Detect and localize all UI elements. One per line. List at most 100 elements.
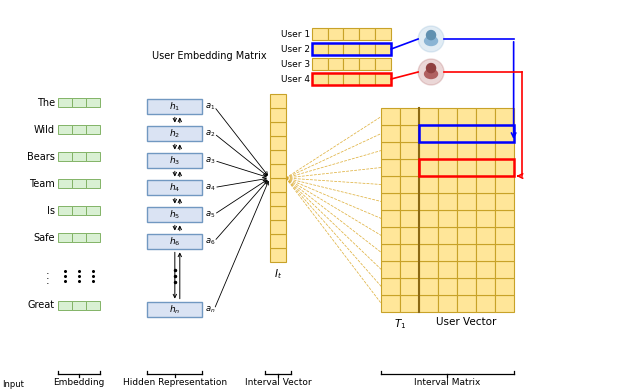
Bar (312, 73, 391, 85)
Bar (270, 164, 286, 178)
Bar (147, 99, 202, 114)
Bar (476, 125, 495, 142)
Bar (419, 295, 438, 312)
Bar (58, 233, 72, 242)
Bar (457, 295, 476, 312)
Bar (58, 301, 72, 310)
Bar (400, 176, 419, 193)
Text: $h_{4}$: $h_{4}$ (169, 181, 180, 194)
Bar (476, 176, 495, 193)
Bar (457, 142, 476, 159)
Bar (457, 159, 476, 176)
Bar (400, 244, 419, 261)
Bar (72, 233, 86, 242)
Bar (495, 210, 514, 227)
Bar (86, 179, 100, 188)
Bar (476, 244, 495, 261)
Bar (375, 73, 391, 85)
Bar (419, 159, 514, 176)
Bar (72, 152, 86, 161)
Bar (328, 58, 344, 70)
Bar (381, 227, 400, 244)
Text: $h_{6}$: $h_{6}$ (169, 235, 180, 248)
Bar (86, 98, 100, 107)
Bar (457, 210, 476, 227)
Bar (438, 278, 457, 295)
Bar (360, 73, 375, 85)
Bar (457, 108, 476, 125)
Bar (419, 210, 438, 227)
Bar (400, 261, 419, 278)
Bar (400, 295, 419, 312)
Bar (400, 159, 419, 176)
Bar (495, 125, 514, 142)
Bar (270, 136, 286, 150)
Bar (270, 234, 286, 248)
Bar (147, 302, 202, 317)
Text: .: . (46, 266, 50, 276)
Bar (344, 43, 360, 55)
Bar (86, 233, 100, 242)
Bar (381, 278, 400, 295)
Bar (438, 108, 457, 125)
Bar (476, 261, 495, 278)
Bar (147, 126, 202, 141)
Text: Safe: Safe (33, 232, 55, 243)
Bar (419, 108, 438, 125)
Bar (419, 125, 438, 142)
Bar (400, 125, 419, 142)
Bar (381, 176, 400, 193)
Bar (328, 28, 344, 40)
Text: User 4: User 4 (281, 74, 310, 83)
Circle shape (426, 64, 436, 73)
Bar (270, 122, 286, 136)
Bar (270, 192, 286, 206)
Bar (476, 142, 495, 159)
Bar (400, 193, 419, 210)
Bar (476, 210, 495, 227)
Bar (495, 108, 514, 125)
Bar (381, 261, 400, 278)
Bar (270, 150, 286, 164)
Bar (457, 261, 476, 278)
Bar (72, 301, 86, 310)
Bar (86, 206, 100, 215)
Bar (419, 176, 438, 193)
Text: $h_{2}$: $h_{2}$ (169, 127, 180, 140)
Bar (495, 193, 514, 210)
Bar (400, 227, 419, 244)
Bar (495, 142, 514, 159)
Bar (72, 179, 86, 188)
Bar (419, 193, 438, 210)
Bar (344, 73, 360, 85)
Text: Interval Vector: Interval Vector (244, 378, 311, 387)
Bar (419, 159, 438, 176)
Text: $a_{2}$: $a_{2}$ (205, 128, 216, 139)
Bar (270, 108, 286, 122)
Text: User 3: User 3 (280, 60, 310, 69)
Bar (147, 180, 202, 195)
Text: User 2: User 2 (281, 45, 310, 53)
Bar (438, 210, 457, 227)
Ellipse shape (424, 36, 438, 45)
Text: Is: Is (47, 205, 55, 216)
Bar (72, 98, 86, 107)
Bar (360, 58, 375, 70)
Bar (147, 234, 202, 249)
Bar (400, 142, 419, 159)
Bar (375, 43, 391, 55)
Text: Interval Matrix: Interval Matrix (414, 378, 481, 387)
Text: $T_1$: $T_1$ (394, 317, 406, 331)
Circle shape (426, 31, 436, 40)
Text: $a_{6}$: $a_{6}$ (205, 236, 216, 247)
Bar (438, 125, 457, 142)
Text: $I_t$: $I_t$ (274, 267, 282, 281)
Bar (381, 210, 400, 227)
Bar (457, 125, 476, 142)
Text: Wild: Wild (34, 125, 55, 134)
Bar (381, 193, 400, 210)
Text: $a_{3}$: $a_{3}$ (205, 155, 216, 166)
Bar (147, 153, 202, 168)
Bar (312, 43, 328, 55)
Bar (438, 159, 457, 176)
